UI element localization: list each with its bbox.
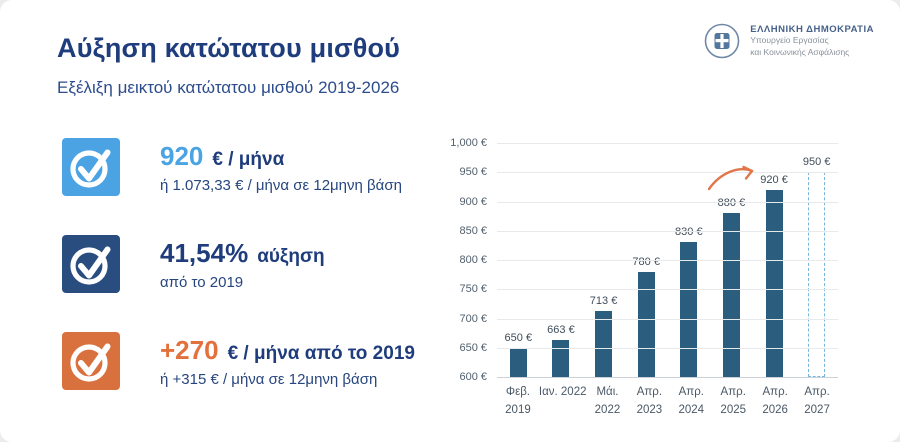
bar-column: 950 € (795, 143, 838, 377)
highlight-suffix: € / μήνα (212, 148, 285, 170)
checkmark-icon (62, 235, 120, 293)
wage-chart: 650 € 663 € 713 € 780 € 830 € 880 € 920 € 950 €… (448, 137, 838, 420)
bar-value-label: 950 € (802, 156, 831, 168)
page-title: Αύξηση κατώτατου μισθού (57, 33, 401, 63)
y-axis-label: 1,000 € (450, 137, 487, 149)
highlight-note: ή +315 € / μήνα σε 12μηνη βάση (160, 370, 378, 388)
highlight-note: ή 1.073,33 € / μήνα σε 12μηνη βάση (160, 176, 402, 194)
x-axis-label: Απρ. 2025 (720, 386, 747, 416)
x-axis-label: Φεβ. 2019 (505, 386, 531, 416)
highlight-note: από το 2019 (160, 273, 244, 291)
highlight-value: 920 (160, 140, 204, 171)
bar-value-label: 780 € (632, 256, 660, 268)
bar (637, 272, 655, 377)
highlight-row: 920 € / μήνα ή 1.073,33 € / μήνα σε 12μη… (62, 138, 415, 196)
x-axis-label: Μάι. 2022 (594, 386, 621, 416)
highlight-row: 41,54% αύξηση από το 2019 (62, 235, 415, 293)
y-axis-label: 750 € (459, 283, 487, 296)
bar (680, 242, 698, 377)
gridline (497, 347, 838, 349)
x-axis-label: Απρ. 2024 (678, 386, 705, 416)
bar-column: 663 € (540, 143, 583, 377)
gridline (497, 377, 838, 378)
highlight-value-line: 920 € / μήνα (160, 141, 402, 172)
bar (765, 190, 783, 377)
checkmark-icon (62, 332, 120, 390)
bar-value-label: 920 € (760, 174, 788, 186)
logo-org-name: ΕΛΛΗΝΙΚΗ ΔΗΜΟΚΡΑΤΙΑ (750, 23, 874, 35)
highlights: 920 € / μήνα ή 1.073,33 € / μήνα σε 12μη… (62, 138, 415, 390)
y-axis-label: 600 € (459, 371, 487, 383)
y-axis-label: 800 € (459, 254, 487, 266)
x-axis-label: Απρ. 2023 (636, 386, 663, 416)
gridline (497, 172, 838, 174)
x-axis-label: Απρ. 2026 (762, 386, 788, 416)
logo-dept-line2: και Κοινωνικής Ασφάλισης (750, 46, 850, 57)
logo-dept-line1: Υπουργείο Εργασίας (750, 34, 829, 45)
bar-value-label: 650 € (504, 332, 533, 344)
bar-column: 650 € (497, 143, 540, 377)
highlight-value: 41,54% (160, 237, 249, 268)
bar-column: 830 € (668, 143, 711, 377)
highlight-text: 41,54% αύξηση από το 2019 (160, 238, 325, 291)
chart-plot: 650 € 663 € 713 € 780 € 830 € 880 € 920 € 950 €… (450, 137, 838, 383)
bar-projected (808, 172, 826, 377)
bar-value-label: 830 € (675, 226, 703, 238)
y-axis-label: 900 € (459, 195, 487, 208)
bar (509, 348, 527, 377)
highlight-value-line: 41,54% αύξηση (160, 238, 325, 269)
x-axis-label: Απρ. 2027 (804, 386, 830, 416)
bar (722, 213, 740, 377)
bar-value-label: 880 € (717, 197, 746, 209)
bar-column: 920 € (753, 143, 796, 377)
highlight-row: +270 € / μήνα από το 2019 ή +315 € / μήν… (62, 332, 415, 390)
gridline (497, 230, 838, 232)
highlight-value-line: +270 € / μήνα από το 2019 (160, 335, 415, 366)
bars: 650 € 663 € 713 € 780 € 830 € 880 € 920 € 950 € (497, 143, 838, 377)
checkmark-icon (62, 138, 120, 196)
highlight-suffix: αύξηση (257, 245, 325, 267)
bar (595, 311, 613, 377)
x-axis: Φεβ. 2019 Ιαν. 2022 Μάι. 2022 Απρ. 2023 Απρ. 202… (497, 384, 838, 420)
x-axis-label: Ιαν. 2022 (538, 386, 587, 398)
highlight-text: +270 € / μήνα από το 2019 ή +315 € / μήν… (160, 335, 415, 388)
y-axis-label: 850 € (459, 224, 487, 237)
gridline (497, 318, 838, 320)
y-axis-label: 700 € (459, 312, 487, 325)
y-axis-label: 950 € (459, 166, 487, 179)
bar-column: 880 € (710, 143, 753, 377)
increase-arrow-icon (707, 165, 754, 191)
bar-value-label: 663 € (547, 324, 575, 336)
bar-column: 713 € (582, 143, 625, 377)
logo-text: ΕΛΛΗΝΙΚΗ ΔΗΜΟΚΡΑΤΙΑ Υπουργείο Εργασίας κ… (750, 24, 874, 59)
highlight-value: +270 (160, 334, 219, 365)
bar (552, 340, 570, 377)
page-subtitle: Εξέλιξη μεικτού κατώτατου μισθού 2019-20… (57, 78, 400, 97)
y-axis-label: 650 € (459, 341, 487, 354)
highlight-suffix: € / μήνα από το 2019 (227, 342, 415, 364)
gridline (497, 260, 838, 261)
greek-emblem-icon (704, 23, 740, 59)
bar-column: 780 € (625, 143, 668, 377)
government-logo: ΕΛΛΗΝΙΚΗ ΔΗΜΟΚΡΑΤΙΑ Υπουργείο Εργασίας κ… (703, 22, 874, 60)
gridline (497, 143, 838, 144)
gridline (497, 201, 838, 203)
gridline (497, 289, 838, 291)
bar-value-label: 713 € (589, 295, 618, 307)
highlight-text: 920 € / μήνα ή 1.073,33 € / μήνα σε 12μη… (160, 141, 402, 194)
